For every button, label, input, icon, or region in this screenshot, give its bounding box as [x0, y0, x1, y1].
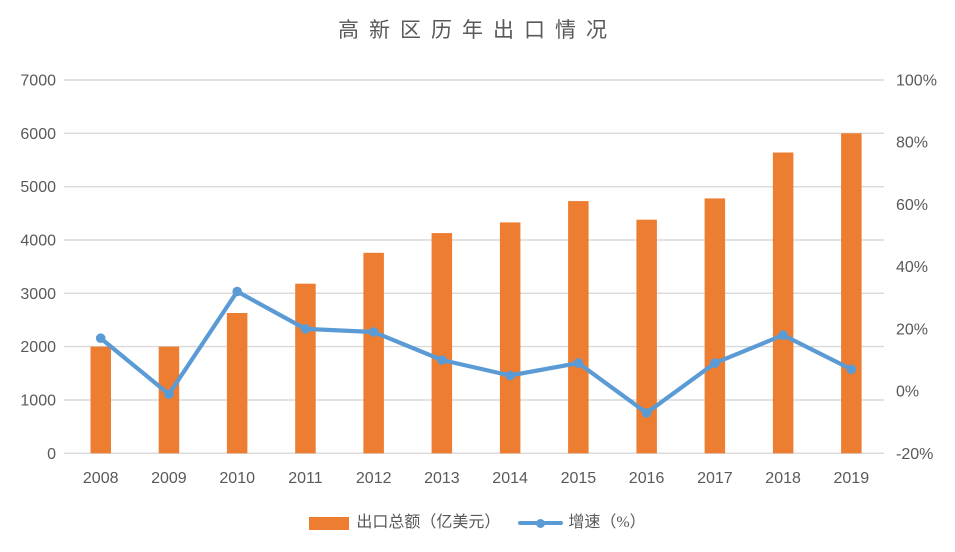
right-axis-tick-label: 100% — [896, 73, 937, 90]
right-axis-tick-label: 20% — [896, 321, 928, 338]
x-axis-tick-label: 2009 — [151, 470, 187, 487]
right-axis-tick-label: 60% — [896, 197, 928, 214]
legend: 出口总额（亿美元） 增速（%） — [0, 512, 955, 534]
x-axis-tick-label: 2015 — [561, 470, 597, 487]
right-axis-tick-label: -20% — [896, 446, 933, 463]
x-axis-tick-label: 2010 — [219, 470, 255, 487]
bar-2017 — [704, 198, 726, 454]
line-marker-2012 — [368, 327, 379, 337]
right-axis-tick-label: 80% — [896, 135, 928, 152]
bar-2018 — [772, 152, 794, 454]
line-marker-2019 — [846, 364, 857, 375]
right-axis-tick-label: 40% — [896, 259, 928, 276]
bar-2010 — [226, 313, 248, 454]
growth-line — [98, 289, 854, 415]
line-marker-2017 — [710, 358, 720, 368]
x-axis-tick-label: 2017 — [697, 470, 733, 487]
x-axis-tick-label: 2016 — [629, 470, 665, 487]
bar-2015 — [568, 201, 589, 454]
x-axis-tick-label: 2008 — [83, 470, 119, 487]
bar-2019 — [841, 133, 862, 454]
legend-line-dot-icon — [536, 518, 546, 528]
x-axis-tick-label: 2011 — [288, 470, 323, 487]
legend-line-marker — [518, 518, 564, 528]
right-axis-tick-label: 0% — [896, 384, 919, 401]
line-marker-2016 — [641, 408, 652, 418]
left-axis-tick-label: 1000 — [20, 393, 56, 410]
line-marker-2008 — [95, 333, 106, 344]
x-axis-tick-label: 2019 — [834, 470, 870, 487]
left-axis-tick-label: 4000 — [20, 233, 56, 250]
left-axis-tick-label: 7000 — [20, 73, 56, 90]
left-axis-tick-label: 2000 — [20, 339, 56, 356]
legend-line-label: 增速（%） — [568, 514, 646, 531]
line-marker-2011 — [300, 324, 311, 334]
bar-2013 — [431, 233, 453, 454]
bar-2016 — [636, 219, 657, 454]
legend-bar-label: 出口总额（亿美元） — [356, 514, 501, 531]
bar-2008 — [90, 346, 111, 454]
x-axis-tick-label: 2014 — [492, 470, 528, 487]
line-marker-2009 — [164, 389, 174, 400]
bar-2012 — [363, 252, 384, 454]
left-axis-tick-label: 6000 — [20, 126, 56, 143]
x-axis-tick-label: 2018 — [765, 470, 801, 487]
line-marker-2013 — [437, 355, 447, 365]
line-marker-2014 — [505, 370, 515, 381]
left-axis-tick-label: 3000 — [20, 286, 56, 303]
chart-title: 高新区历年出口情况 — [338, 18, 617, 42]
line-marker-2015 — [573, 358, 584, 368]
x-axis-tick-label: 2013 — [424, 470, 460, 487]
line-marker-2010 — [232, 286, 242, 297]
bar-2009 — [158, 346, 180, 454]
bar-2011 — [295, 283, 316, 454]
left-axis-tick-label: 0 — [47, 446, 56, 463]
left-axis-tick-label: 5000 — [20, 179, 56, 196]
bar-2014 — [499, 222, 521, 454]
legend-bar-swatch — [309, 516, 350, 530]
x-axis-tick-label: 2012 — [356, 470, 392, 487]
line-marker-2018 — [778, 330, 788, 340]
